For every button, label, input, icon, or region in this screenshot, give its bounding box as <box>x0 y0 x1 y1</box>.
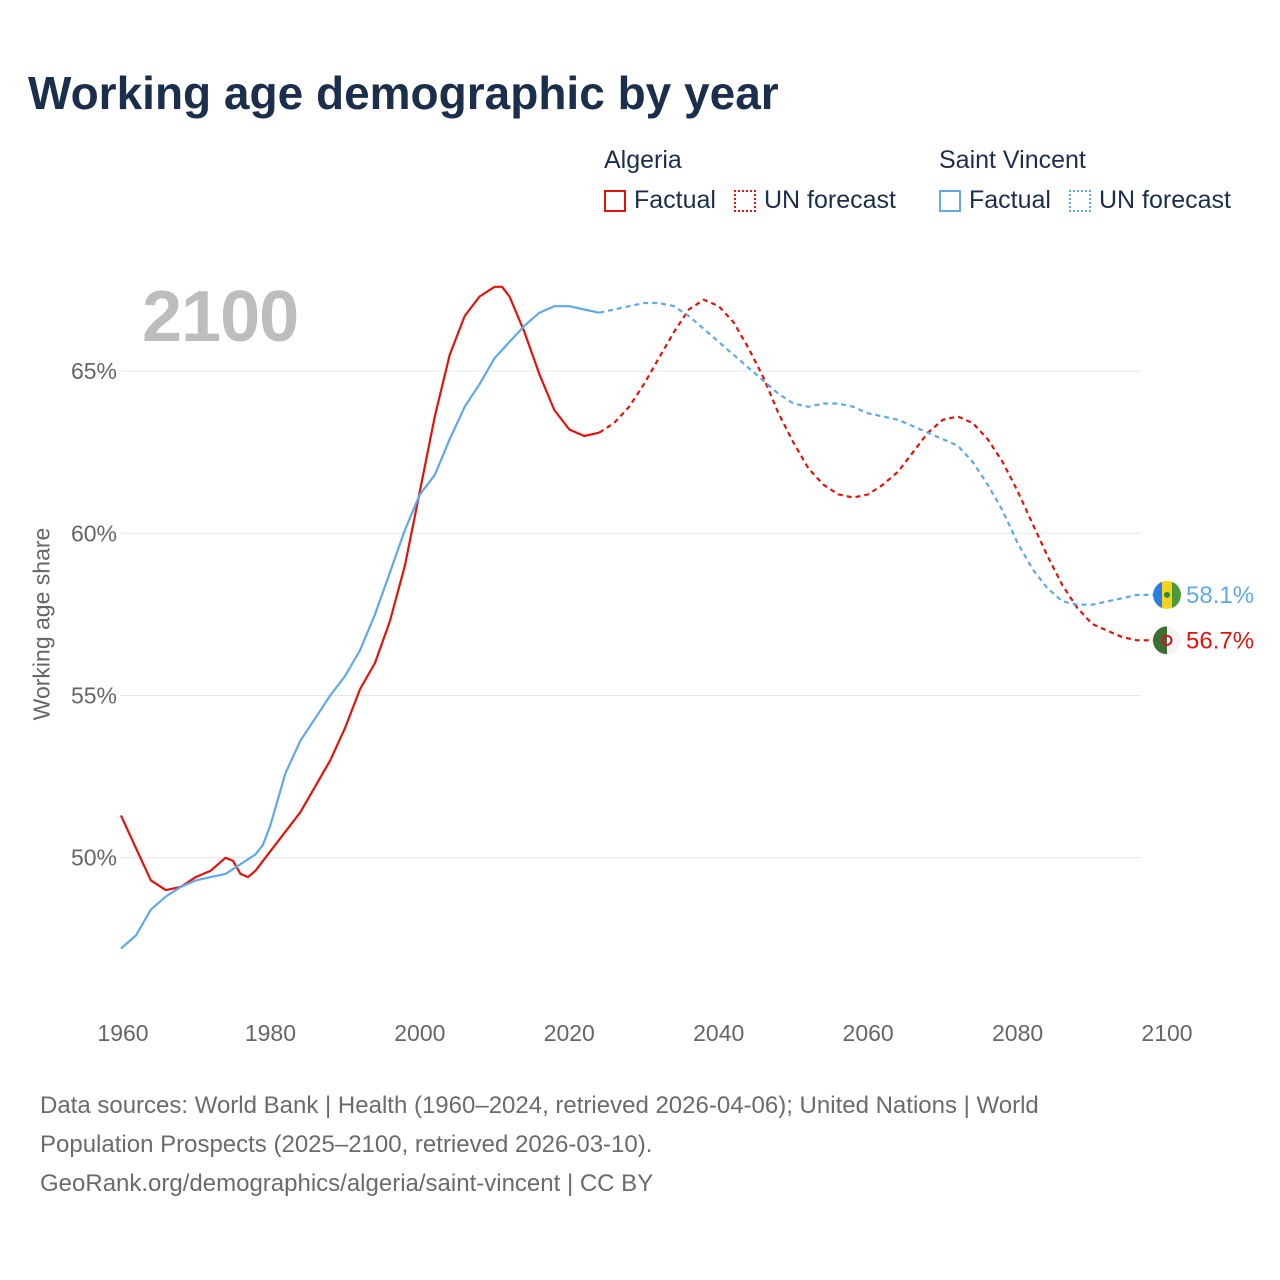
x-tick-label: 2100 <box>1141 1020 1192 1046</box>
series-line-factual-0 <box>120 285 600 892</box>
x-tick-label: 2000 <box>394 1020 445 1046</box>
footer-link[interactable]: GeoRank.org/demographics/algeria/saint-v… <box>40 1170 654 1197</box>
y-tick-label: 60% <box>71 520 117 546</box>
legend-swatch-forecast <box>1068 189 1091 212</box>
legend-group-name: Saint Vincent <box>939 146 1086 174</box>
x-tick-label: 1980 <box>245 1020 296 1046</box>
end-value-label: 58.1% <box>1186 582 1254 609</box>
legend-label-forecast: UN forecast <box>763 186 896 214</box>
legend-label-forecast: UN forecast <box>1098 186 1231 214</box>
x-tick-label: 2040 <box>693 1020 744 1046</box>
footer-line: Data sources: World Bank | Health (1960–… <box>40 1092 1039 1119</box>
saint-vincent-flag-icon <box>1153 580 1181 609</box>
algeria-flag-icon <box>1153 626 1181 655</box>
series-line-forecast-1 <box>598 301 1167 606</box>
end-value-label: 56.7% <box>1186 627 1254 654</box>
legend-group-saint-vincent: Saint Vincent Factual UN forecast <box>939 144 1249 215</box>
x-tick-label: 1960 <box>97 1020 148 1046</box>
chart-title: Working age demographic by year <box>28 67 779 119</box>
footer-line: Population Prospects (2025–2100, retriev… <box>40 1131 653 1158</box>
series-line-factual-1 <box>120 305 600 950</box>
legend-label-factual: Factual <box>969 186 1051 214</box>
current-year-display: 2100 <box>142 277 299 357</box>
x-tick-label: 2060 <box>843 1020 894 1046</box>
x-tick-label: 2080 <box>992 1020 1043 1046</box>
legend-group-name: Algeria <box>604 146 682 174</box>
x-tick-label: 2020 <box>544 1020 595 1046</box>
y-tick-label: 55% <box>71 682 117 708</box>
legend-swatch-forecast <box>733 189 756 212</box>
legend-swatch-factual <box>939 189 961 212</box>
legend-swatch-factual <box>604 189 626 212</box>
legend-label-factual: Factual <box>634 186 716 214</box>
legend-group-algeria: Algeria Factual UN forecast <box>604 144 914 215</box>
y-tick-label: 65% <box>71 358 117 384</box>
y-tick-label: 50% <box>71 845 117 871</box>
series-line-forecast-0 <box>598 298 1167 642</box>
footer-sources: Data sources: World Bank | Health (1960–… <box>40 1086 1240 1203</box>
